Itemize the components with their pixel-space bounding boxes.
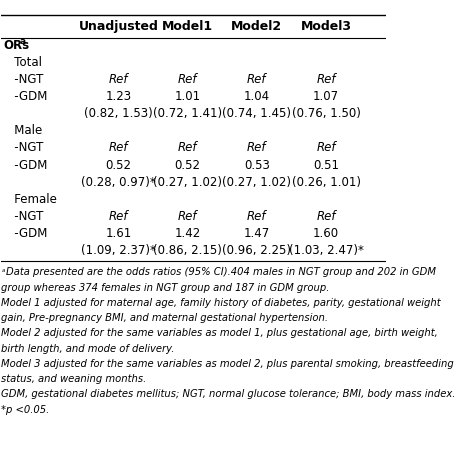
Text: Data presented are the odds ratios (95% CI).404 males in NGT group and 202 in GD: Data presented are the odds ratios (95% …: [6, 267, 436, 277]
Text: (1.03, 2.47)*: (1.03, 2.47)*: [289, 244, 364, 257]
Text: Ref: Ref: [316, 141, 336, 154]
Text: Unadjusted: Unadjusted: [79, 20, 158, 33]
Text: Ref: Ref: [109, 210, 128, 223]
Text: Model 2 adjusted for the same variables as model 1, plus gestational age, birth : Model 2 adjusted for the same variables …: [1, 328, 438, 338]
Text: 1.07: 1.07: [313, 90, 339, 103]
Text: (1.09, 2.37)*: (1.09, 2.37)*: [81, 244, 156, 257]
Text: 0.52: 0.52: [106, 159, 132, 172]
Text: Model1: Model1: [162, 20, 213, 33]
Text: (0.28, 0.97)*: (0.28, 0.97)*: [81, 176, 156, 189]
Text: 1.04: 1.04: [244, 90, 270, 103]
Text: Ref: Ref: [178, 73, 198, 86]
Text: Ref: Ref: [247, 141, 267, 154]
Text: -NGT: -NGT: [3, 210, 44, 223]
Text: Ref: Ref: [247, 73, 267, 86]
Text: (0.96, 2.25): (0.96, 2.25): [222, 244, 292, 257]
Text: ᵃ: ᵃ: [1, 268, 5, 277]
Text: Ref: Ref: [178, 141, 198, 154]
Text: (0.74, 1.45): (0.74, 1.45): [222, 107, 292, 120]
Text: -GDM: -GDM: [3, 90, 48, 103]
Text: Model2: Model2: [231, 20, 283, 33]
Text: 1.60: 1.60: [313, 227, 339, 240]
Text: Ref: Ref: [316, 73, 336, 86]
Text: (0.26, 1.01): (0.26, 1.01): [292, 176, 361, 189]
Text: Ref: Ref: [178, 210, 198, 223]
Text: 0.51: 0.51: [313, 159, 339, 172]
Text: 1.01: 1.01: [174, 90, 201, 103]
Text: Model 1 adjusted for maternal age, family history of diabetes, parity, gestation: Model 1 adjusted for maternal age, famil…: [1, 298, 441, 308]
Text: a: a: [20, 37, 26, 46]
Text: Ref: Ref: [247, 210, 267, 223]
Text: (0.27, 1.02): (0.27, 1.02): [153, 176, 222, 189]
Text: (0.72, 1.41): (0.72, 1.41): [153, 107, 222, 120]
Text: 0.52: 0.52: [175, 159, 201, 172]
Text: (0.27, 1.02): (0.27, 1.02): [222, 176, 292, 189]
Text: -GDM: -GDM: [3, 159, 48, 172]
Text: 1.42: 1.42: [174, 227, 201, 240]
Text: 1.47: 1.47: [244, 227, 270, 240]
Text: gain, Pre-pregnancy BMI, and maternal gestational hypertension.: gain, Pre-pregnancy BMI, and maternal ge…: [1, 313, 328, 323]
Text: status, and weaning months.: status, and weaning months.: [1, 374, 146, 384]
Text: -NGT: -NGT: [3, 141, 44, 154]
Text: group whereas 374 females in NGT group and 187 in GDM group.: group whereas 374 females in NGT group a…: [1, 283, 330, 292]
Text: 1.23: 1.23: [106, 90, 132, 103]
Text: 0.53: 0.53: [244, 159, 270, 172]
Text: Female: Female: [3, 193, 57, 206]
Text: Model 3 adjusted for the same variables as model 2, plus parental smoking, breas: Model 3 adjusted for the same variables …: [1, 359, 454, 369]
Text: ORs: ORs: [3, 39, 29, 52]
Text: Male: Male: [3, 124, 43, 137]
Text: *p <0.05.: *p <0.05.: [1, 405, 50, 414]
Text: GDM, gestational diabetes mellitus; NGT, normal glucose tolerance; BMI, body mas: GDM, gestational diabetes mellitus; NGT,…: [1, 389, 456, 399]
Text: Model3: Model3: [301, 20, 352, 33]
Text: Ref: Ref: [109, 141, 128, 154]
Text: birth length, and mode of delivery.: birth length, and mode of delivery.: [1, 344, 175, 353]
Text: Ref: Ref: [316, 210, 336, 223]
Text: -GDM: -GDM: [3, 227, 48, 240]
Text: 1.61: 1.61: [105, 227, 132, 240]
Text: Ref: Ref: [109, 73, 128, 86]
Text: (0.86, 2.15): (0.86, 2.15): [153, 244, 222, 257]
Text: Total: Total: [3, 56, 42, 69]
Text: -NGT: -NGT: [3, 73, 44, 86]
Text: (0.76, 1.50): (0.76, 1.50): [292, 107, 360, 120]
Text: (0.82, 1.53): (0.82, 1.53): [84, 107, 153, 120]
